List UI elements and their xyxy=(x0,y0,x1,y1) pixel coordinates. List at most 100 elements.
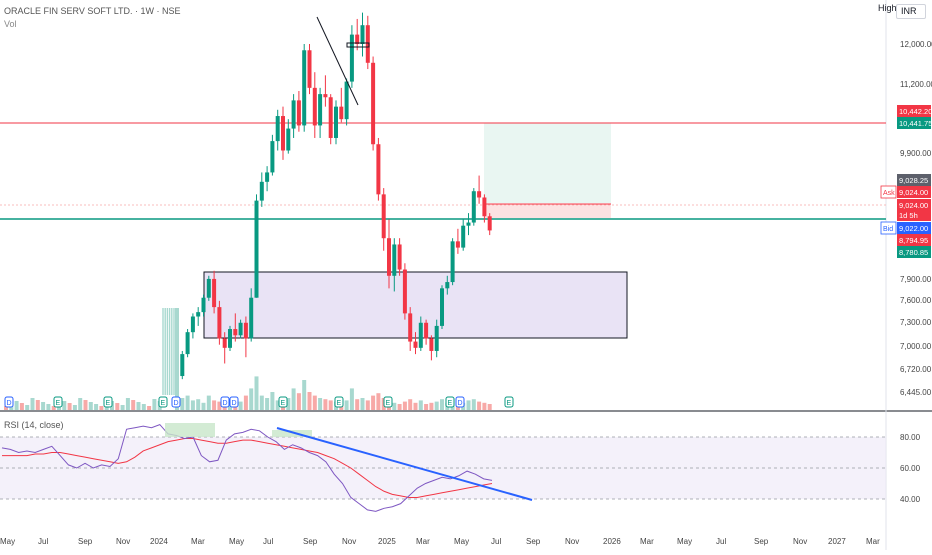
volume-label: Vol xyxy=(4,19,17,29)
price-label-box xyxy=(897,174,931,186)
rsi-axis-tick: 60.00 xyxy=(900,464,921,473)
volume-bar xyxy=(243,395,248,410)
time-axis-tick: Mar xyxy=(866,537,880,546)
volume-bar xyxy=(259,395,264,410)
event-marker xyxy=(383,396,393,408)
chart-title: ORACLE FIN SERV SOFT LTD. · 1W · NSE xyxy=(4,6,181,16)
volume-bar xyxy=(408,399,413,410)
candle-body xyxy=(265,172,270,182)
price-label: 9,022.00 xyxy=(899,224,928,233)
event-marker xyxy=(4,396,14,408)
price-tag-box xyxy=(880,221,897,235)
volume-bar xyxy=(249,388,254,410)
volume-bar xyxy=(88,402,93,410)
time-axis-tick: Nov xyxy=(116,537,130,546)
price-axis-tick: 7,900.00 xyxy=(900,275,932,284)
volume-bar xyxy=(360,398,365,410)
volume-bar xyxy=(434,401,439,410)
candle-body xyxy=(418,322,423,348)
rsi-overbought-fill xyxy=(272,430,312,437)
stop-zone xyxy=(484,204,611,218)
candle-body xyxy=(222,338,227,348)
volume-bar xyxy=(212,400,217,410)
candle-body xyxy=(249,297,254,339)
event-marker xyxy=(229,396,239,408)
drawn-trendline xyxy=(316,16,359,106)
price-tag-box xyxy=(880,185,897,199)
volume-bar xyxy=(115,403,120,410)
volume-bar xyxy=(175,308,179,410)
candle-body xyxy=(355,34,360,44)
price-axis-tick: 9,900.00 xyxy=(900,149,932,158)
volume-bar xyxy=(4,406,8,410)
currency-button[interactable]: INR xyxy=(896,4,926,19)
event-marker xyxy=(103,396,113,408)
candle-body xyxy=(185,332,190,355)
event-marker-letter: E xyxy=(281,400,286,407)
candle-body xyxy=(323,94,328,98)
price-label: 9,028.25 xyxy=(899,176,928,185)
candle-body xyxy=(212,278,217,308)
candle-body xyxy=(440,288,444,326)
time-axis-tick: Jul xyxy=(491,537,501,546)
candle-body xyxy=(471,191,476,223)
time-axis-tick: Nov xyxy=(565,537,579,546)
target-zone xyxy=(484,123,611,203)
volume-bar xyxy=(265,398,270,410)
candle-body xyxy=(413,341,418,348)
price-axis-tick: 6,445.00 xyxy=(900,388,932,397)
candle-body xyxy=(408,313,413,342)
high-button[interactable]: High xyxy=(878,3,897,13)
volume-bar xyxy=(78,398,83,410)
volume-bar xyxy=(185,395,190,410)
candle-body xyxy=(228,329,232,348)
time-axis-tick: 2025 xyxy=(378,537,396,546)
volume-bar xyxy=(349,388,354,410)
candle-body xyxy=(387,238,391,276)
candle-body xyxy=(477,191,482,198)
event-marker xyxy=(220,396,230,408)
time-axis-tick: Sep xyxy=(78,537,93,546)
volume-bar xyxy=(424,404,429,410)
volume-bar xyxy=(318,398,323,410)
volume-bar xyxy=(487,404,492,410)
candle-body xyxy=(275,116,280,142)
volume-bar xyxy=(41,402,46,410)
drawn-box xyxy=(346,42,370,48)
candle-body xyxy=(466,222,471,226)
volume-bar xyxy=(217,401,222,410)
candle-body xyxy=(334,106,338,138)
time-axis-tick: Mar xyxy=(191,537,205,546)
volume-bar xyxy=(136,402,141,410)
volume-bar xyxy=(413,402,418,410)
volume-bar xyxy=(72,405,77,410)
candle-body xyxy=(233,329,238,336)
candle-body xyxy=(270,141,275,173)
event-marker-letter: D xyxy=(223,400,228,407)
volume-bar xyxy=(397,404,402,410)
volume-bar xyxy=(392,402,397,410)
time-axis-tick: Sep xyxy=(754,537,769,546)
volume-bar xyxy=(238,401,243,410)
volume-bar xyxy=(402,401,407,410)
candle-body xyxy=(450,241,455,283)
volume-bar xyxy=(141,404,146,410)
volume-bar xyxy=(19,403,24,410)
candle-body xyxy=(397,244,402,270)
volume-bar xyxy=(14,401,19,410)
candle-body xyxy=(392,244,397,276)
volume-bar xyxy=(131,400,136,410)
volume-bar xyxy=(344,400,349,410)
volume-bar xyxy=(296,393,301,410)
candle-body xyxy=(196,312,201,317)
volume-bar xyxy=(418,400,423,410)
rsi-axis-tick: 40.00 xyxy=(900,495,921,504)
candle-body xyxy=(217,307,222,339)
candle-body xyxy=(381,194,386,239)
price-label-box xyxy=(897,199,931,211)
event-marker xyxy=(334,396,344,408)
rsi-overbought-fill xyxy=(165,423,215,437)
volume-bar xyxy=(291,388,296,410)
candle-body xyxy=(201,297,206,313)
